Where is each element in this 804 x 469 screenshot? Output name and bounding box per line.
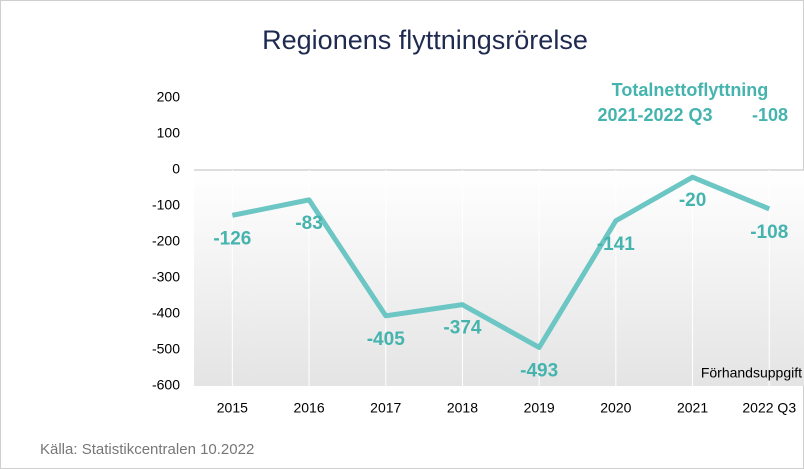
annotation-period: 2021-2022 Q3 xyxy=(597,105,712,125)
y-tick-label: -200 xyxy=(152,233,180,249)
data-label: -20 xyxy=(679,190,706,211)
y-tick-label: -400 xyxy=(152,305,180,321)
annotation-value: -108 xyxy=(752,105,788,125)
data-label: -83 xyxy=(295,213,322,234)
data-label: -493 xyxy=(520,360,558,381)
plot: -600 -500 -400 -300 -200 -100 0 100 200 2015 2016 2… xyxy=(152,89,804,416)
x-tick-label: 2022 Q3 xyxy=(742,400,796,416)
y-tick-label: -500 xyxy=(152,341,180,357)
data-label: -108 xyxy=(750,222,788,243)
note: Förhandsuppgift xyxy=(701,365,802,381)
y-tick-label: -100 xyxy=(152,197,180,213)
plot-background xyxy=(194,170,804,386)
x-tick-label: 2021 xyxy=(677,400,708,416)
data-label: -126 xyxy=(213,228,251,249)
y-tick-label: 100 xyxy=(157,125,181,141)
source: Källa: Statistikcentralen 10.2022 xyxy=(40,441,254,458)
x-tick-label: 2020 xyxy=(600,400,631,416)
x-tick-label: 2016 xyxy=(293,400,324,416)
x-tick-label: 2015 xyxy=(217,400,248,416)
data-line xyxy=(231,174,771,350)
x-tick-label: 2019 xyxy=(524,400,555,416)
annotation-title: Totalnettoflyttning xyxy=(612,80,769,100)
x-tick-label: 2018 xyxy=(447,400,478,416)
chart-title: Regionens flyttningsrörelse xyxy=(262,25,588,55)
data-label: -374 xyxy=(443,318,481,339)
y-tick-label: 200 xyxy=(157,89,181,105)
y-tick-label: -600 xyxy=(152,377,180,393)
x-tick-label: 2017 xyxy=(370,400,401,416)
y-tick-label: -300 xyxy=(152,269,180,285)
data-label: -405 xyxy=(367,329,405,350)
data-label: -141 xyxy=(597,234,635,255)
y-tick-label: 0 xyxy=(172,161,180,177)
